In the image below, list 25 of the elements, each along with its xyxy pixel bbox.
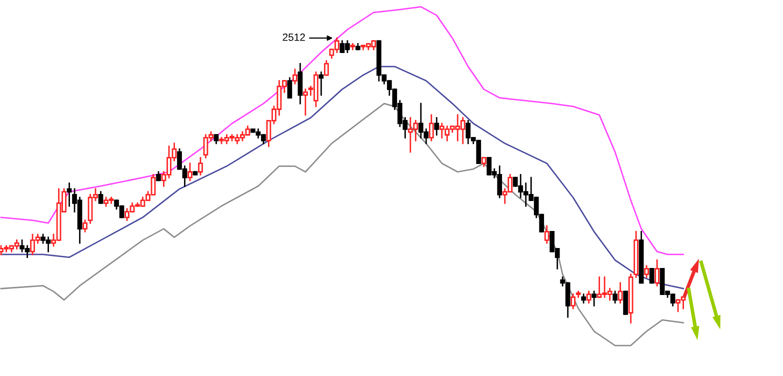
candlestick [618,282,623,304]
candlestick [298,63,303,104]
candlestick [612,290,618,304]
candlestick [188,162,192,182]
candlestick [292,68,298,84]
candlestick [544,225,550,244]
candlestick [592,290,596,306]
candlestick [570,294,576,310]
candlestick [586,290,592,304]
candlestick [576,290,581,298]
candlestick [428,114,434,142]
candlestick [66,182,72,207]
candlestick [649,268,654,284]
annotation: 2512 [282,34,305,41]
candlestick [654,259,660,286]
candlestick [318,72,324,96]
candlestick [287,77,292,99]
candlestick [623,290,628,315]
candlestick [82,220,88,232]
candlestick [324,60,329,76]
candlestick [303,88,308,116]
candlestick [434,117,440,136]
candlestick [98,191,104,204]
candlestick [198,156,203,176]
candlestick [644,265,649,278]
